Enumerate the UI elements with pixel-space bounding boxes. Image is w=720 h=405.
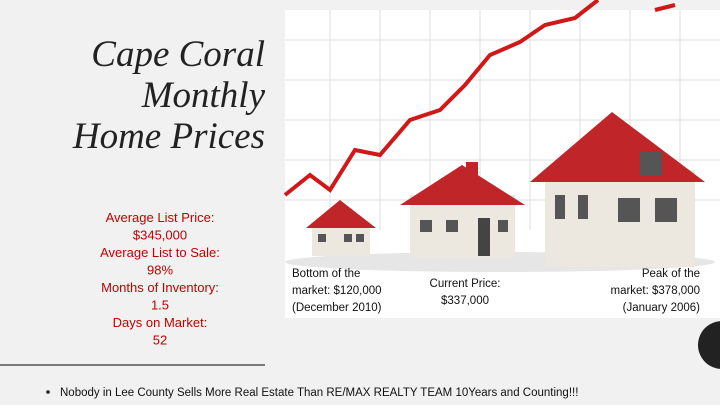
caption-line: Bottom of the xyxy=(292,268,360,280)
bullet-text: Nobody in Lee County Sells More Real Est… xyxy=(60,387,578,399)
stat-line: 1.5 xyxy=(151,298,169,313)
title-line: Monthly xyxy=(141,75,266,116)
captions: Bottom of the market: $120,000 (December 2… xyxy=(292,268,700,314)
caption-line: $337,000 xyxy=(441,295,489,307)
stat-line: $345,000 xyxy=(133,228,187,243)
caption-line: market: $378,000 xyxy=(610,285,700,297)
title-line: Home Prices xyxy=(72,116,265,157)
bullet-dot xyxy=(46,390,50,394)
stat-line: Days on Market: xyxy=(113,315,208,330)
caption-line: Current Price: xyxy=(430,278,501,290)
stat-line: Average List to Sale: xyxy=(100,245,220,260)
caption-line: (January 2006) xyxy=(623,302,701,314)
caption-line: market: $120,000 xyxy=(292,285,382,297)
stat-line: 52 xyxy=(153,333,167,348)
title-line: Cape Coral xyxy=(91,34,265,75)
corner-circle xyxy=(698,321,720,369)
caption-line: Peak of the xyxy=(642,268,700,280)
caption-line: (December 2010) xyxy=(292,302,382,314)
stat-line: Average List Price: xyxy=(106,210,215,225)
stat-line: Months of Inventory: xyxy=(101,280,219,295)
stat-line: 98% xyxy=(147,263,173,278)
stats: Average List Price: $345,000 Average List … xyxy=(100,210,220,348)
photo xyxy=(283,0,720,318)
